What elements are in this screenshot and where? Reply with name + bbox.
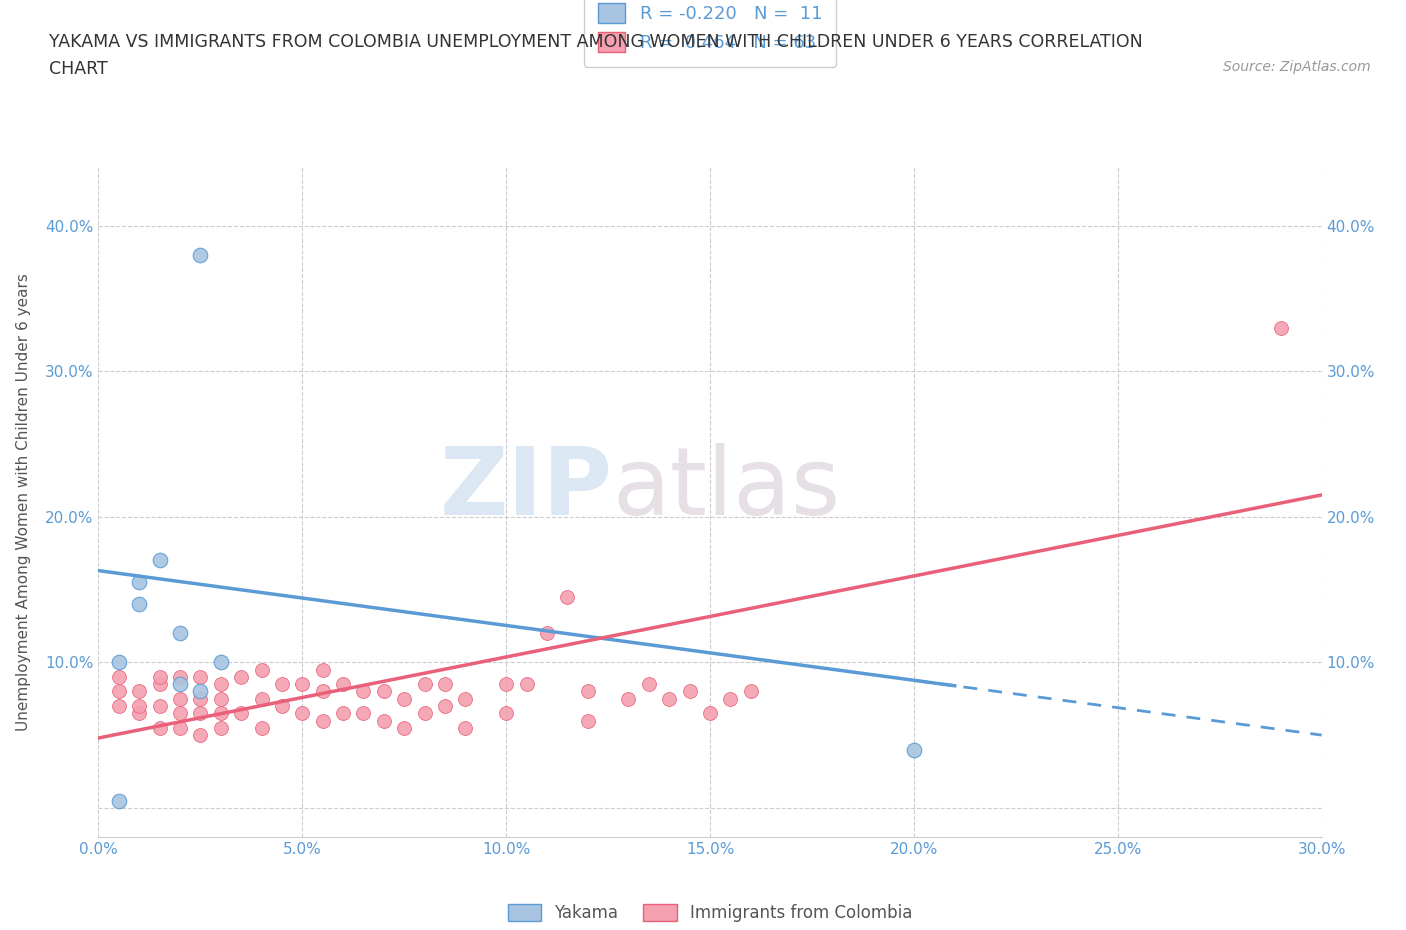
Point bbox=[576, 713, 599, 728]
Point bbox=[352, 706, 374, 721]
Point bbox=[169, 670, 191, 684]
Point bbox=[209, 706, 232, 721]
Point bbox=[270, 677, 294, 692]
Text: YAKAMA VS IMMIGRANTS FROM COLOMBIA UNEMPLOYMENT AMONG WOMEN WITH CHILDREN UNDER : YAKAMA VS IMMIGRANTS FROM COLOMBIA UNEMP… bbox=[49, 33, 1143, 50]
Point bbox=[373, 713, 395, 728]
Point bbox=[149, 553, 172, 568]
Point bbox=[352, 684, 374, 698]
Point bbox=[740, 684, 762, 698]
Text: Source: ZipAtlas.com: Source: ZipAtlas.com bbox=[1223, 60, 1371, 74]
Point bbox=[291, 677, 314, 692]
Point bbox=[617, 691, 640, 706]
Point bbox=[658, 691, 681, 706]
Point bbox=[250, 662, 273, 677]
Point bbox=[231, 670, 253, 684]
Point bbox=[108, 670, 131, 684]
Text: atlas: atlas bbox=[612, 443, 841, 535]
Point bbox=[495, 706, 517, 721]
Point bbox=[108, 793, 131, 808]
Point bbox=[108, 655, 131, 670]
Point bbox=[169, 691, 191, 706]
Point bbox=[108, 684, 131, 698]
Point bbox=[392, 691, 416, 706]
Point bbox=[454, 721, 477, 736]
Point bbox=[188, 670, 212, 684]
Point bbox=[576, 684, 599, 698]
Point bbox=[188, 684, 212, 698]
Point bbox=[250, 721, 273, 736]
Point bbox=[373, 684, 395, 698]
Point bbox=[149, 698, 172, 713]
Text: ZIP: ZIP bbox=[439, 443, 612, 535]
Point bbox=[128, 706, 150, 721]
Point bbox=[128, 575, 150, 590]
Point bbox=[149, 721, 172, 736]
Point bbox=[108, 698, 131, 713]
Point bbox=[188, 247, 212, 262]
Point bbox=[209, 721, 232, 736]
Point bbox=[128, 698, 150, 713]
Point bbox=[188, 727, 212, 742]
Text: CHART: CHART bbox=[49, 60, 108, 78]
Point bbox=[413, 677, 436, 692]
Point bbox=[149, 677, 172, 692]
Point bbox=[392, 721, 416, 736]
Point bbox=[434, 677, 457, 692]
Point bbox=[332, 706, 354, 721]
Point bbox=[679, 684, 702, 698]
Point bbox=[413, 706, 436, 721]
Point bbox=[291, 706, 314, 721]
Point bbox=[169, 721, 191, 736]
Point bbox=[188, 706, 212, 721]
Point bbox=[903, 742, 925, 757]
Point bbox=[128, 684, 150, 698]
Point bbox=[270, 698, 294, 713]
Y-axis label: Unemployment Among Women with Children Under 6 years: Unemployment Among Women with Children U… bbox=[17, 273, 31, 731]
Point bbox=[169, 677, 191, 692]
Point bbox=[699, 706, 721, 721]
Point bbox=[231, 706, 253, 721]
Point bbox=[332, 677, 354, 692]
Point bbox=[454, 691, 477, 706]
Point bbox=[169, 706, 191, 721]
Point bbox=[495, 677, 517, 692]
Point bbox=[188, 691, 212, 706]
Point bbox=[638, 677, 661, 692]
Point bbox=[209, 655, 232, 670]
Point bbox=[536, 626, 558, 641]
Point bbox=[169, 626, 191, 641]
Point bbox=[209, 677, 232, 692]
Point bbox=[312, 662, 335, 677]
Point bbox=[250, 691, 273, 706]
Point bbox=[312, 713, 335, 728]
Point bbox=[209, 691, 232, 706]
Point bbox=[557, 590, 579, 604]
Point bbox=[1270, 320, 1292, 335]
Point bbox=[312, 684, 335, 698]
Legend: Yakama, Immigrants from Colombia: Yakama, Immigrants from Colombia bbox=[501, 897, 920, 929]
Point bbox=[516, 677, 538, 692]
Point bbox=[434, 698, 457, 713]
Point bbox=[128, 597, 150, 612]
Point bbox=[149, 670, 172, 684]
Point bbox=[720, 691, 742, 706]
